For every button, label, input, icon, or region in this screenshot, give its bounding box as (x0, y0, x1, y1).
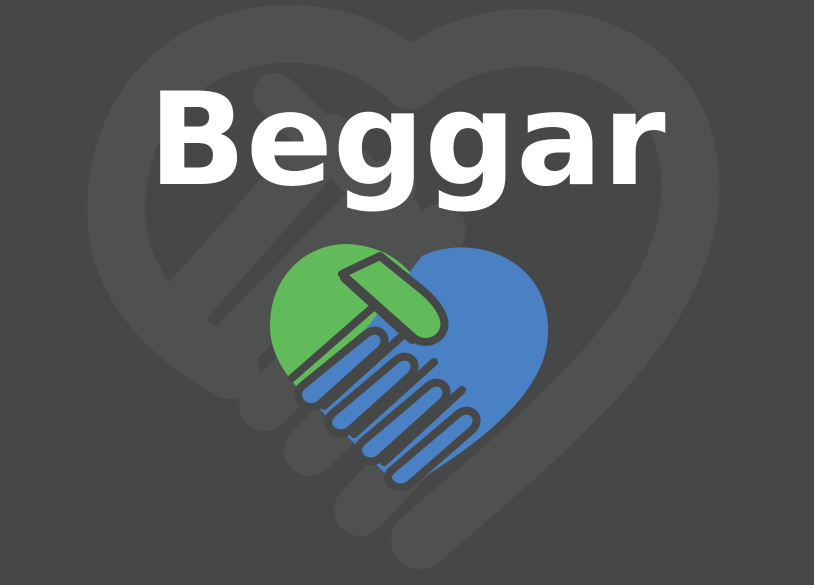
green-thumb (338, 252, 449, 346)
handshake-heart-icon (270, 244, 549, 492)
brand-wordmark: Beggar (148, 66, 666, 215)
